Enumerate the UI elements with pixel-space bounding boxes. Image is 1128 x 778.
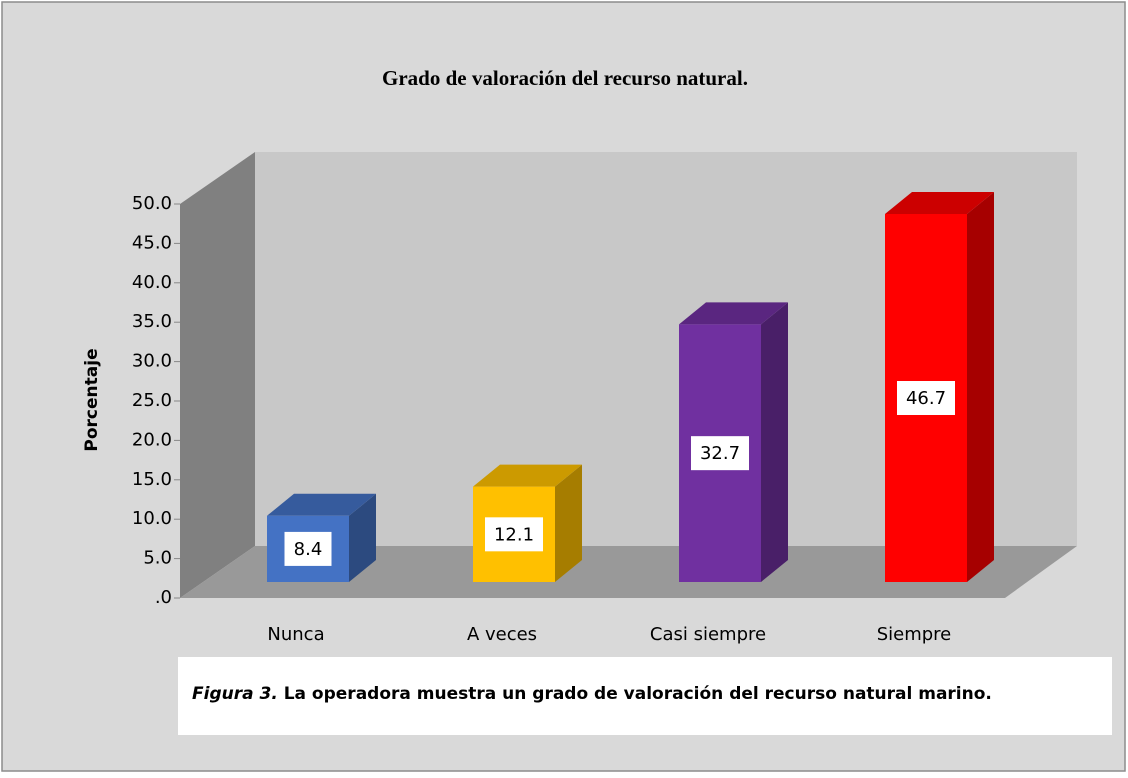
caption-label: Figura 3. [192, 684, 278, 704]
data-label: 8.4 [294, 539, 323, 560]
y-axis-label: Porcentaje [82, 348, 102, 451]
bar-top [885, 192, 994, 215]
y-tick-label: 40.0 [132, 272, 172, 293]
x-tick-label: A veces [467, 624, 537, 645]
side-wall [180, 152, 255, 598]
y-tick-label: 45.0 [132, 232, 172, 253]
y-tick-label: 25.0 [132, 390, 172, 411]
x-tick-label: Nunca [267, 624, 324, 645]
data-label: 32.7 [700, 443, 740, 464]
floor [180, 546, 1077, 598]
data-label-box [284, 531, 332, 566]
y-tick-label: 15.0 [132, 469, 172, 490]
bar-top [679, 302, 788, 325]
bar-side [967, 192, 994, 582]
y-tick-label: 35.0 [132, 311, 172, 332]
data-label-box [691, 436, 749, 471]
bar-side [761, 302, 788, 582]
bar-top [267, 493, 376, 516]
bar-top [473, 464, 582, 487]
chart-title: Grado de valoración del recurso natural. [382, 66, 748, 90]
bar-side [555, 464, 582, 582]
y-tick-label: .0 [155, 587, 172, 608]
y-tick-label: 50.0 [132, 193, 172, 214]
caption-box [178, 657, 1112, 735]
y-tick-label: 20.0 [132, 429, 172, 450]
data-label: 12.1 [494, 524, 534, 545]
bar-side [349, 493, 376, 582]
data-label-box [485, 517, 543, 552]
y-tick-label: 5.0 [143, 548, 172, 569]
x-tick-label: Casi siempre [650, 624, 766, 645]
data-label-box [897, 381, 955, 416]
data-label: 46.7 [906, 388, 946, 409]
back-wall [255, 152, 1077, 546]
y-tick-label: 30.0 [132, 351, 172, 372]
caption-text: La operadora muestra un grado de valorac… [284, 684, 992, 704]
x-tick-label: Siempre [877, 624, 952, 645]
y-tick-label: 10.0 [132, 508, 172, 529]
caption: Figura 3. La operadora muestra un grado … [192, 684, 992, 704]
